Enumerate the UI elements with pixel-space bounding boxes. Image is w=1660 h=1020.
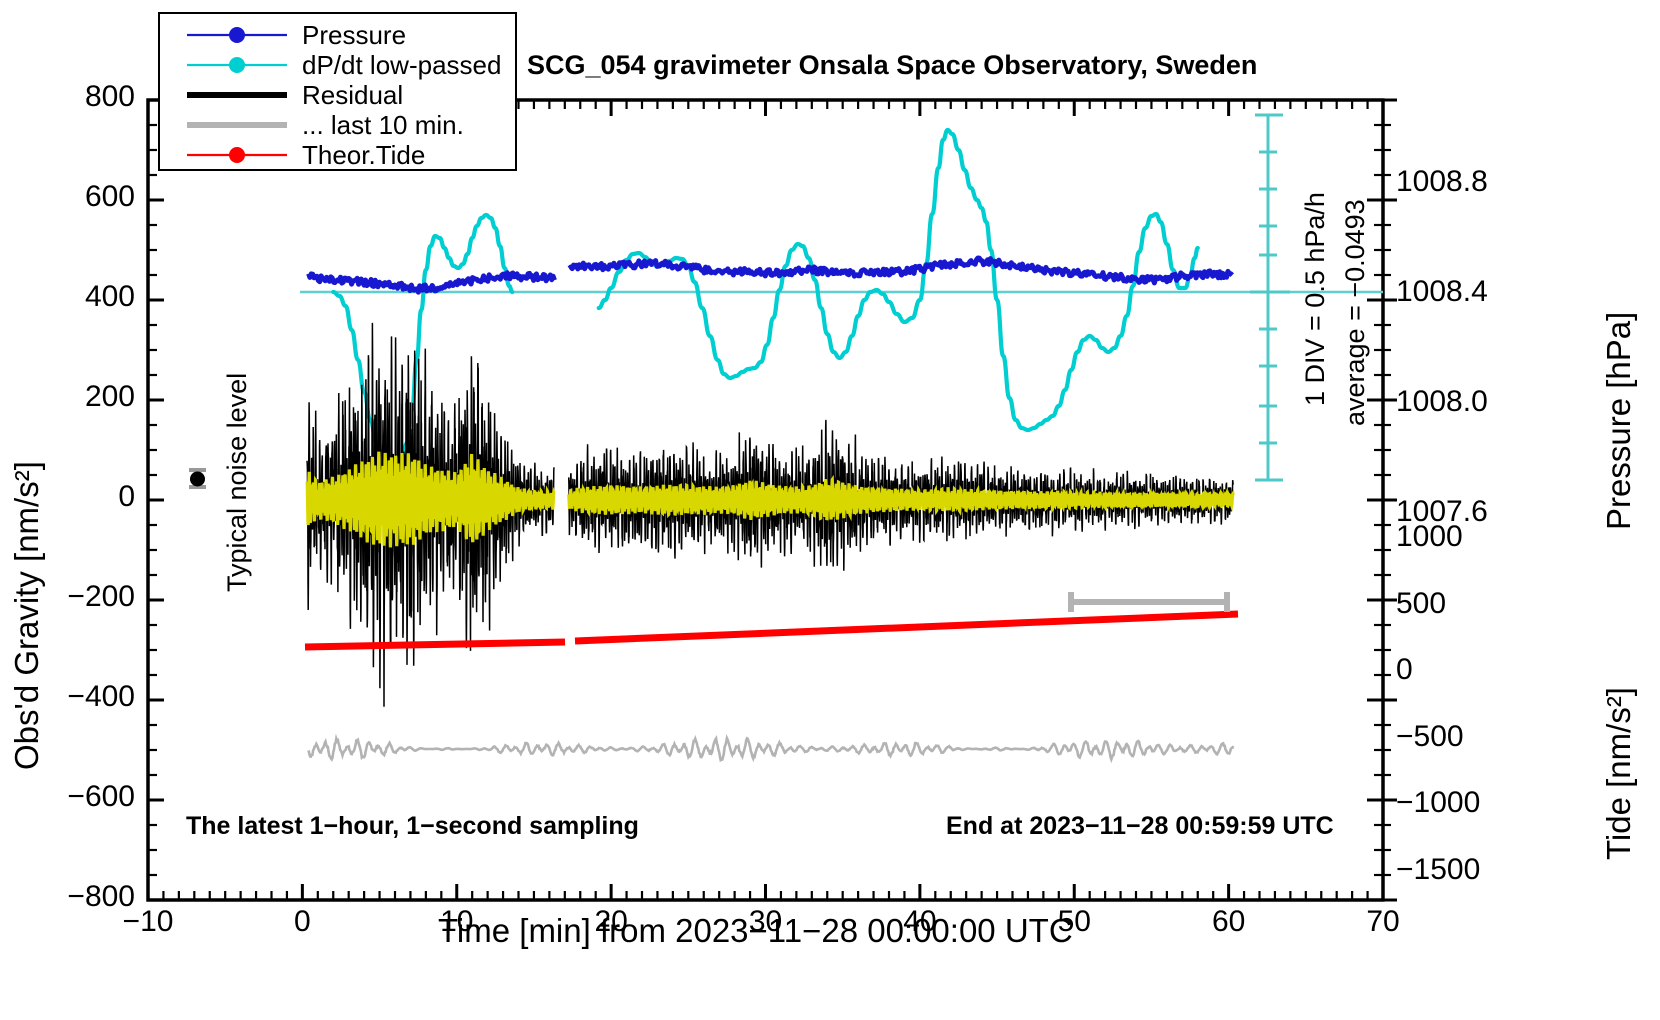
tide-tick-label: 0 (1396, 653, 1413, 686)
pressure-tick-label: 1007.6 (1396, 495, 1488, 528)
legend-label-dpdt: dP/dt low-passed (302, 50, 502, 80)
y-axis-ticks-right (1367, 98, 1397, 902)
x-tick-label: 50 (1057, 905, 1091, 938)
legend-line-last10-icon (187, 122, 287, 128)
trace-pressure (306, 270, 557, 295)
legend-label-residual: Residual (302, 80, 404, 110)
legend: Pressure dP/dt low-passed Residual (158, 12, 517, 171)
footer-right-note: End at 2023−11−28 00:59:59 UTC (946, 812, 1334, 840)
legend-label-last10: ... last 10 min. (302, 110, 464, 140)
y-tick-label: −200 (67, 580, 135, 613)
legend-line-dpdt-icon (187, 57, 287, 73)
y-tick-label: 400 (84, 280, 135, 313)
trace-theor-tide-a (304, 638, 566, 651)
trace-residual-filtered (305, 451, 1235, 548)
x-tick-label: 40 (903, 905, 937, 938)
tide-tick-label: 500 (1396, 586, 1447, 620)
x-tick-label: −10 (122, 905, 174, 938)
y-tick-label: −800 (67, 880, 135, 913)
tide-tick-label: −1000 (1396, 786, 1481, 819)
average-label: average = −0.0493 (1340, 199, 1370, 426)
y-tick-label: 600 (84, 180, 135, 213)
legend-item-pressure[interactable]: Pressure (160, 20, 515, 50)
page-title: SCG_054 gravimeter Onsala Space Observat… (527, 50, 1258, 80)
y-axis-ticks-left (148, 98, 164, 902)
trace-pressure-second-segment (567, 255, 1234, 286)
tide-tick-label: −1500 (1396, 852, 1481, 886)
legend-item-last10[interactable]: ... last 10 min. (160, 110, 515, 140)
trace-last-10-min (307, 733, 1235, 764)
x-tick-label: 60 (1211, 905, 1246, 938)
y-tick-label: −400 (67, 680, 135, 713)
pressure-tick-label: 1008.4 (1396, 275, 1488, 308)
legend-line-pressure-icon (187, 27, 287, 43)
pressure-tick-label: 1008.0 (1396, 385, 1488, 418)
x-axis-title: Time [min] from 2023−11−28 00:00:00 UTC (438, 912, 1073, 949)
scale-bar-last10 (1068, 592, 1230, 612)
y-axis-title-pressure: Pressure [hPa] (1600, 311, 1637, 530)
y-tick-label: 200 (84, 380, 135, 413)
legend-line-residual-icon (187, 92, 287, 98)
legend-label-theor-tide: Theor.Tide (302, 140, 426, 170)
legend-item-dpdt[interactable]: dP/dt low-passed (160, 50, 515, 80)
div-scale-label: 1 DIV = 0.5 hPa/h (1300, 192, 1330, 406)
typical-noise-marker (189, 468, 206, 489)
legend-item-residual[interactable]: Residual (160, 80, 515, 110)
legend-label-pressure: Pressure (302, 20, 407, 50)
y-tick-label: −600 (67, 780, 135, 813)
x-tick-label: 30 (748, 905, 783, 938)
y-tick-label: 0 (118, 480, 135, 513)
tide-tick-label: −500 (1396, 719, 1464, 753)
legend-line-tide-icon (187, 147, 287, 163)
y-tick-label: 800 (84, 80, 135, 113)
dpdt-scale-indicator (1250, 113, 1290, 482)
trace-theor-tide-b (574, 610, 1239, 645)
x-tick-label: 20 (594, 905, 628, 938)
pressure-tick-label: 1008.8 (1396, 165, 1488, 198)
y-axis-title-tide: Tide [nm/s²] (1600, 687, 1637, 860)
typical-noise-level-label: Typical noise level (222, 372, 252, 592)
x-tick-label: 70 (1366, 905, 1400, 938)
footer-left-note: The latest 1−hour, 1−second sampling (186, 812, 639, 840)
x-tick-label: 0 (294, 905, 311, 938)
trace-dpdt-lowpassed (331, 127, 1200, 465)
tide-tick-label: 1000 (1396, 520, 1463, 553)
x-tick-label: 10 (440, 905, 474, 938)
legend-item-theor-tide[interactable]: Theor.Tide (160, 140, 515, 170)
